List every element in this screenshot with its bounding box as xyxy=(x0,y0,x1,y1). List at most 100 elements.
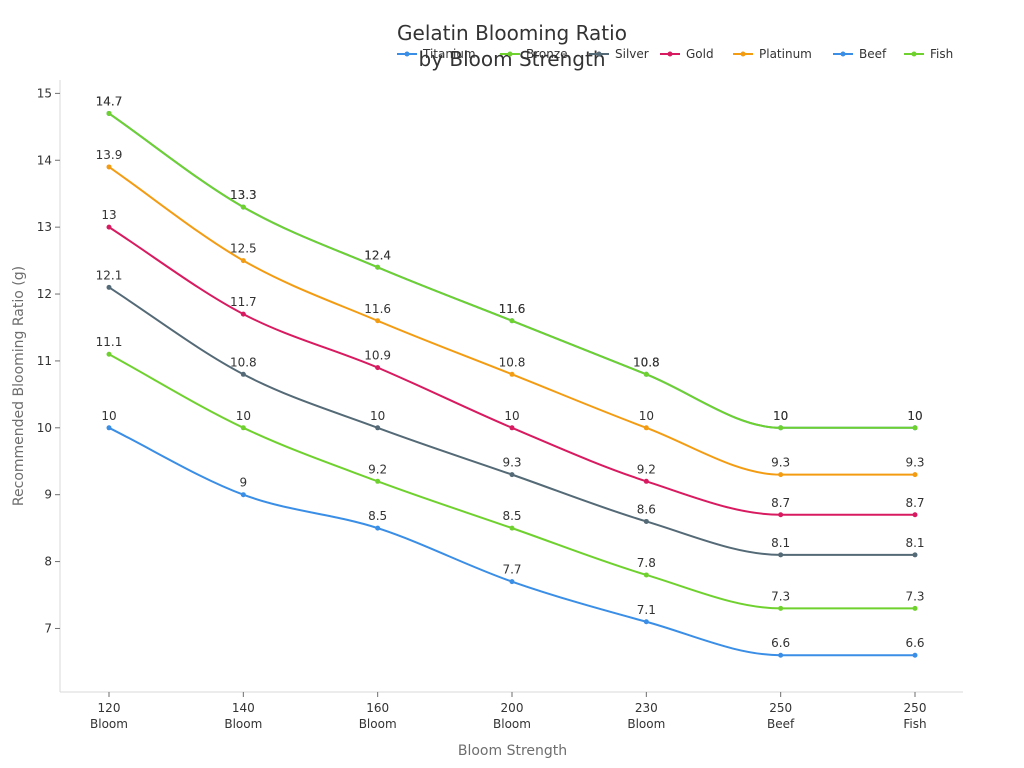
data-label: 11.7 xyxy=(230,295,257,309)
y-tick-label: 7 xyxy=(44,621,52,635)
x-axis-ticks: 120 Bloom 140 Bloom 160 Bloom 200 Bloom 230 Bloom… xyxy=(90,692,927,731)
data-point xyxy=(240,311,246,317)
x-tick-label: Bloom xyxy=(493,717,531,731)
data-point xyxy=(643,518,649,524)
data-label: 7.1 xyxy=(637,603,656,617)
data-label: 10.8 xyxy=(633,355,660,369)
x-tick-label: 250 xyxy=(769,701,792,715)
data-label: 8.5 xyxy=(368,509,387,523)
data-label: 10 xyxy=(773,409,788,423)
series-line xyxy=(108,112,915,429)
data-point xyxy=(106,351,112,357)
legend-item-fish: Fish xyxy=(904,47,953,61)
legend-dot-marker xyxy=(404,51,410,57)
data-point xyxy=(509,525,515,531)
data-point xyxy=(375,525,381,531)
data-label: 11.6 xyxy=(364,302,391,316)
data-label: 11.6 xyxy=(499,302,526,316)
data-label: 10 xyxy=(907,409,922,423)
data-label: 13 xyxy=(101,208,116,222)
chart-title: Gelatin Blooming Ratio by Bloom Strength xyxy=(397,21,627,71)
x-tick-label: 250 xyxy=(904,701,927,715)
data-point xyxy=(240,258,246,264)
legend-item-gold: Gold xyxy=(660,47,714,61)
data-point xyxy=(375,478,381,484)
data-point xyxy=(375,318,381,324)
x-tick-label: 160 xyxy=(366,701,389,715)
data-label: 13.3 xyxy=(230,188,257,202)
data-label: 11.1 xyxy=(96,335,123,349)
legend: Titanium Bronze Silver Gold Platinum Beef Fish xyxy=(397,47,953,61)
data-point xyxy=(106,110,112,116)
data-point xyxy=(106,164,112,170)
data-point xyxy=(509,472,515,478)
data-label: 9.2 xyxy=(368,462,387,476)
data-point xyxy=(509,371,515,377)
legend-label: Gold xyxy=(686,47,714,61)
y-axis-title: Recommended Blooming Ratio (g) xyxy=(11,266,27,506)
data-label: 8.1 xyxy=(905,536,924,550)
series-gold xyxy=(106,224,918,518)
data-label: 11.6 xyxy=(499,302,526,316)
data-point xyxy=(778,512,784,518)
legend-dot-marker xyxy=(911,51,917,57)
data-label: 8.7 xyxy=(771,496,790,510)
legend-label: Platinum xyxy=(759,47,812,61)
x-tick-label: Bloom xyxy=(627,717,665,731)
data-label: 7.7 xyxy=(502,563,521,577)
data-label: 6.6 xyxy=(905,636,924,650)
y-tick-label: 9 xyxy=(44,488,52,502)
data-point xyxy=(912,552,918,558)
data-label: 10 xyxy=(236,409,251,423)
data-point xyxy=(509,425,515,431)
data-label: 10.8 xyxy=(230,355,257,369)
axes: 7 8 9 10 11 12 13 14 15 120 Bloom 140 Bloom 160 Bloom… xyxy=(11,80,963,759)
data-point xyxy=(375,365,381,371)
data-point xyxy=(912,605,918,611)
data-label: 8.6 xyxy=(637,502,656,516)
data-label: 10 xyxy=(504,409,519,423)
legend-dot-marker xyxy=(840,51,846,57)
data-label: 9 xyxy=(240,476,248,490)
legend-label: Titanium xyxy=(422,47,476,61)
legend-label: Beef xyxy=(859,47,887,61)
legend-dot-marker xyxy=(740,51,746,57)
data-label: 7.3 xyxy=(905,589,924,603)
data-point xyxy=(778,472,784,478)
x-tick-label: 200 xyxy=(501,701,524,715)
x-tick-label: Beef xyxy=(767,717,795,731)
y-tick-label: 12 xyxy=(37,287,52,301)
x-axis-title: Bloom Strength xyxy=(458,743,567,759)
data-label: 9.3 xyxy=(771,456,790,470)
data-label: 10.8 xyxy=(499,355,526,369)
series-beef xyxy=(106,110,918,431)
legend-dot-marker xyxy=(596,51,602,57)
data-point xyxy=(106,224,112,230)
data-point xyxy=(375,264,381,270)
data-label: 12.5 xyxy=(230,242,257,256)
data-label: 9.3 xyxy=(502,456,521,470)
legend-item-silver: Silver xyxy=(589,47,649,61)
x-tick-label: Bloom xyxy=(359,717,397,731)
series-titanium xyxy=(106,425,918,658)
x-tick-label: Bloom xyxy=(90,717,128,731)
data-label: 10 xyxy=(101,409,116,423)
data-label: 7.3 xyxy=(771,589,790,603)
data-point xyxy=(375,425,381,431)
data-label: 7.8 xyxy=(637,556,656,570)
data-label: 8.1 xyxy=(771,536,790,550)
x-tick-label: 230 xyxy=(635,701,658,715)
chart-title-line-1: Gelatin Blooming Ratio xyxy=(397,21,627,45)
data-label: 8.7 xyxy=(905,496,924,510)
data-label: 9.2 xyxy=(637,462,656,476)
data-point xyxy=(106,425,112,431)
data-point xyxy=(778,605,784,611)
data-point xyxy=(643,619,649,625)
data-label: 14.7 xyxy=(96,94,123,108)
x-tick-label: 120 xyxy=(98,701,121,715)
x-tick-label: Bloom xyxy=(224,717,262,731)
legend-item-platinum: Platinum xyxy=(733,47,812,61)
series-bronze xyxy=(106,351,918,611)
data-point xyxy=(509,318,515,324)
data-label: 14.7 xyxy=(96,94,123,108)
